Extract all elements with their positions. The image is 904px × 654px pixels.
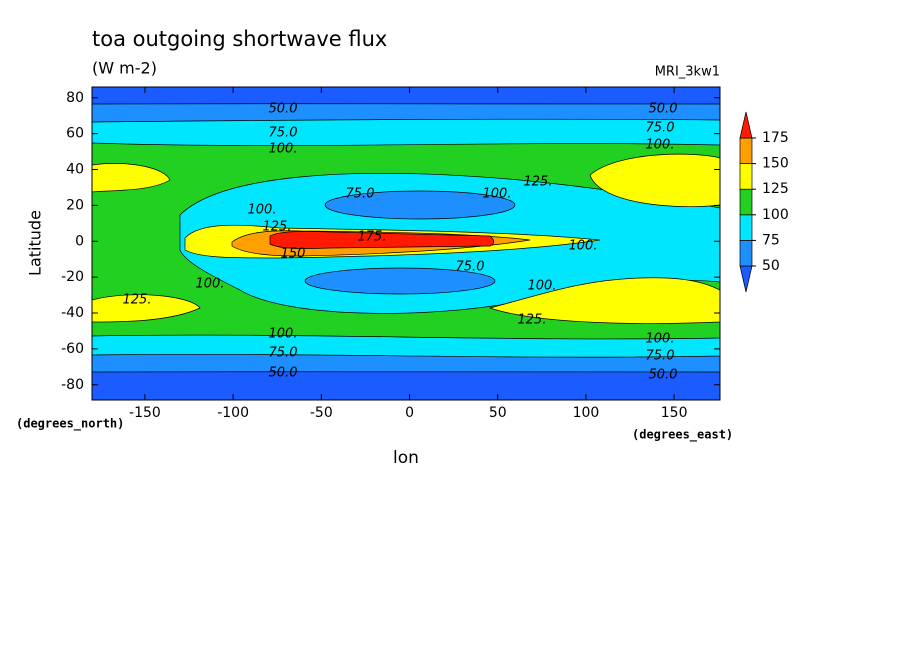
contour-label: 75.0 [269,126,298,141]
contour-label: 125. [123,293,152,308]
colorbar-under [739,265,753,293]
colorbar-label: 100 [762,207,789,223]
contour-label: 100. [483,187,512,202]
contour-band [92,294,201,323]
colorbar-segment [739,163,753,190]
contour-label: 50.0 [649,102,678,117]
chart-subtitle: (W m-2) [92,59,157,78]
contour-label: 50.0 [269,366,298,381]
colorbar-label: 150 [762,156,789,172]
colorbar-label: 125 [762,181,789,197]
colorbar-label: 175 [762,130,789,146]
y-tick-label: 20 [66,197,84,213]
y-tick-label: 40 [66,162,84,178]
contour-label: 100. [269,142,298,157]
contour-band [324,190,516,220]
x-units: (degrees_east) [632,428,733,443]
contour-label: 150 [281,247,306,262]
contour-label: 125. [524,175,553,190]
contour-label: 100. [646,138,675,153]
chart-title: toa outgoing shortwave flux [92,27,387,51]
contour-label: 125. [263,220,292,235]
x-tick-label: 150 [661,405,688,421]
colorbar-segment [739,188,753,216]
plot-frame [91,86,721,401]
x-tick-label: -50 [310,405,333,421]
contour-label: 100. [528,279,557,294]
contour-band [269,231,495,249]
contour-field [92,87,720,400]
contour-band [488,277,720,324]
colorbar-label: 50 [762,258,780,274]
contour-label: 100. [569,239,598,254]
colorbar-segment [739,214,753,241]
y-tick-label: -40 [61,305,84,321]
contour-label: 100. [248,203,277,218]
contour-label: 100. [269,327,298,342]
x-tick-label: -150 [129,405,161,421]
contour-label: 75.0 [456,260,485,275]
colorbar-label: 75 [762,232,780,248]
contour-label: 75.0 [346,187,375,202]
x-tick-label: 100 [573,405,600,421]
contour-label: 50.0 [269,102,298,117]
y-tick-label: 0 [75,233,84,249]
contour-band [304,267,496,295]
y-tick-label: -80 [61,377,84,393]
x-tick-label: 50 [489,405,507,421]
model-label: MRI_3kw1 [655,65,720,80]
y-tick-label: 60 [66,126,84,142]
colorbar-over [739,111,753,139]
y-tick-label: -20 [61,269,84,285]
colorbar-segment [739,240,753,267]
x-tick-label: -100 [217,405,249,421]
contour-label: 75.0 [646,349,675,364]
x-axis-label: lon [393,448,419,468]
x-tick-label: 0 [405,405,414,421]
contour-label: 125. [518,313,547,328]
contour-label: 75.0 [646,121,675,136]
contour-band [92,163,171,193]
y-units: (degrees_north) [16,417,124,432]
contour-label: 75.0 [269,346,298,361]
contour-label: 175. [358,230,387,245]
contour-label: 50.0 [649,368,678,383]
contour-label: 100. [646,332,675,347]
colorbar-segment [739,137,753,164]
y-tick-label: -60 [61,341,84,357]
contour-label: 100. [196,277,225,292]
contour-band [589,153,720,208]
y-axis-label: Latitude [26,210,45,276]
y-tick-label: 80 [66,90,84,106]
